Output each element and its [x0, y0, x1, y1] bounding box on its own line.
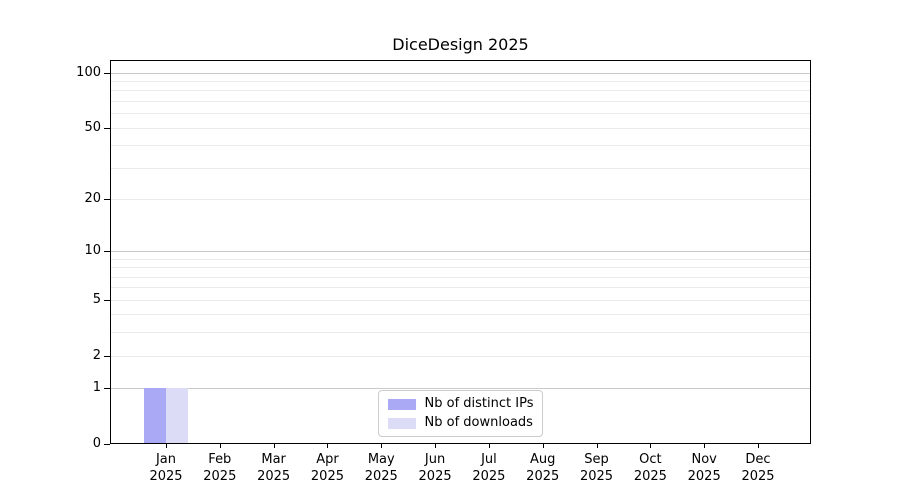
- x-tick-mark-jun: [435, 444, 437, 448]
- legend-swatch-downloads-icon: [387, 417, 416, 429]
- gridline-y-8: [110, 267, 811, 269]
- x-tick-label-year: 2025: [310, 469, 344, 484]
- x-tick-label-nov: Nov 2025: [672, 451, 736, 485]
- x-tick-mark-mar: [273, 444, 275, 448]
- x-tick-label-year: 2025: [203, 469, 237, 484]
- x-tick-label-jul: Jul 2025: [457, 451, 521, 485]
- x-tick-label-month: Sep: [584, 452, 609, 467]
- x-tick-label-year: 2025: [418, 469, 452, 484]
- y-tick-label-20: 20: [84, 190, 101, 206]
- gridline-y-1: [110, 388, 811, 390]
- gridline-y-20: [110, 198, 811, 200]
- y-tick-label-5: 5: [92, 291, 101, 307]
- y-tick-label-1: 1: [92, 380, 101, 396]
- x-tick-label-year: 2025: [472, 469, 506, 484]
- x-tick-label-year: 2025: [257, 469, 291, 484]
- x-tick-mark-dec: [758, 444, 759, 448]
- gridline-y-9: [110, 258, 811, 260]
- x-tick-label-month: May: [367, 452, 395, 467]
- y-tick-mark-20: [104, 198, 110, 200]
- gridline-y-100: [110, 72, 811, 74]
- x-tick-label-month: Oct: [639, 452, 662, 467]
- x-tick-mark-aug: [542, 444, 544, 448]
- y-tick-label-0: 0: [92, 436, 101, 451]
- x-tick-mark-feb: [219, 444, 221, 448]
- x-tick-label-oct: Oct 2025: [618, 451, 682, 485]
- y-tick-mark-2: [104, 355, 110, 357]
- legend-swatch-distinct-ips-icon: [387, 398, 416, 410]
- x-tick-label-month: Dec: [745, 452, 771, 467]
- x-tick-mark-jul: [488, 444, 490, 448]
- y-tick-mark-10: [104, 250, 110, 252]
- x-tick-label-month: Apr: [316, 452, 339, 467]
- x-tick-label-mar: Mar 2025: [242, 451, 306, 485]
- x-tick-mark-nov: [704, 444, 706, 448]
- y-tick-mark-100: [104, 72, 110, 74]
- gridline-y-80: [110, 90, 811, 92]
- y-tick-label-100: 100: [76, 64, 101, 80]
- x-tick-label-year: 2025: [149, 469, 183, 484]
- y-tick-label-50: 50: [84, 119, 101, 135]
- legend-label-distinct-ips: Nb of distinct IPs: [424, 396, 534, 411]
- legend: Nb of distinct IPs Nb of downloads: [377, 390, 544, 437]
- gridline-y-30: [110, 167, 811, 169]
- x-tick-label-feb: Feb 2025: [188, 451, 252, 485]
- x-tick-label-jun: Jun 2025: [403, 451, 467, 485]
- x-tick-label-month: Mar: [261, 452, 286, 467]
- chart-title: DiceDesign 2025: [392, 35, 529, 54]
- x-tick-label-month: Aug: [530, 452, 556, 467]
- plot-area: Nb of distinct IPs Nb of downloads: [110, 60, 811, 444]
- x-tick-mark-may: [381, 444, 383, 448]
- y-tick-mark-1: [104, 388, 110, 390]
- x-tick-label-year: 2025: [579, 469, 614, 484]
- legend-item-distinct-ips: Nb of distinct IPs: [387, 396, 534, 412]
- x-tick-mark-apr: [327, 444, 329, 448]
- gridline-y-40: [110, 145, 811, 147]
- x-tick-label-month: Jun: [424, 452, 446, 467]
- y-tick-mark-0: [104, 444, 110, 445]
- gridline-y-50: [110, 127, 811, 129]
- x-tick-label-year: 2025: [633, 469, 667, 484]
- x-tick-label-year: 2025: [364, 469, 398, 484]
- gridline-y-70: [110, 100, 811, 102]
- gridline-y-10: [110, 250, 811, 252]
- x-tick-label-jan: Jan 2025: [134, 451, 198, 485]
- gridline-y-3: [110, 332, 811, 334]
- x-tick-mark-sep: [596, 444, 598, 448]
- x-tick-label-year: 2025: [526, 469, 560, 484]
- x-tick-label-month: Nov: [691, 452, 717, 467]
- gridline-y-90: [110, 80, 811, 82]
- y-tick-mark-5: [104, 299, 110, 301]
- gridline-y-7: [110, 276, 811, 278]
- x-tick-label-year: 2025: [687, 469, 721, 484]
- x-tick-label-sep: Sep 2025: [565, 451, 629, 485]
- x-tick-label-year: 2025: [741, 469, 775, 484]
- x-tick-label-apr: Apr 2025: [295, 451, 359, 485]
- y-tick-label-10: 10: [84, 242, 101, 258]
- x-tick-label-month: Feb: [208, 452, 232, 467]
- gridline-y-2: [110, 355, 811, 357]
- gridline-y-4: [110, 314, 811, 316]
- legend-label-downloads: Nb of downloads: [424, 415, 533, 430]
- gridline-y-60: [110, 113, 811, 115]
- legend-item-downloads: Nb of downloads: [387, 415, 534, 431]
- x-tick-label-aug: Aug 2025: [511, 451, 575, 485]
- bar-nb-of-downloads-jan: [166, 388, 188, 443]
- gridline-y-6: [110, 287, 811, 289]
- x-tick-mark-oct: [650, 444, 652, 448]
- gridline-y-5: [110, 299, 811, 301]
- bar-nb-of-distinct-ips-jan: [144, 388, 166, 443]
- x-tick-label-dec: Dec 2025: [726, 451, 790, 485]
- x-tick-mark-jan: [166, 444, 167, 448]
- y-tick-label-2: 2: [92, 347, 101, 363]
- x-tick-label-may: May 2025: [349, 451, 413, 485]
- y-tick-mark-50: [104, 127, 110, 129]
- x-tick-label-month: Jul: [481, 452, 497, 467]
- x-tick-label-month: Jan: [155, 452, 177, 467]
